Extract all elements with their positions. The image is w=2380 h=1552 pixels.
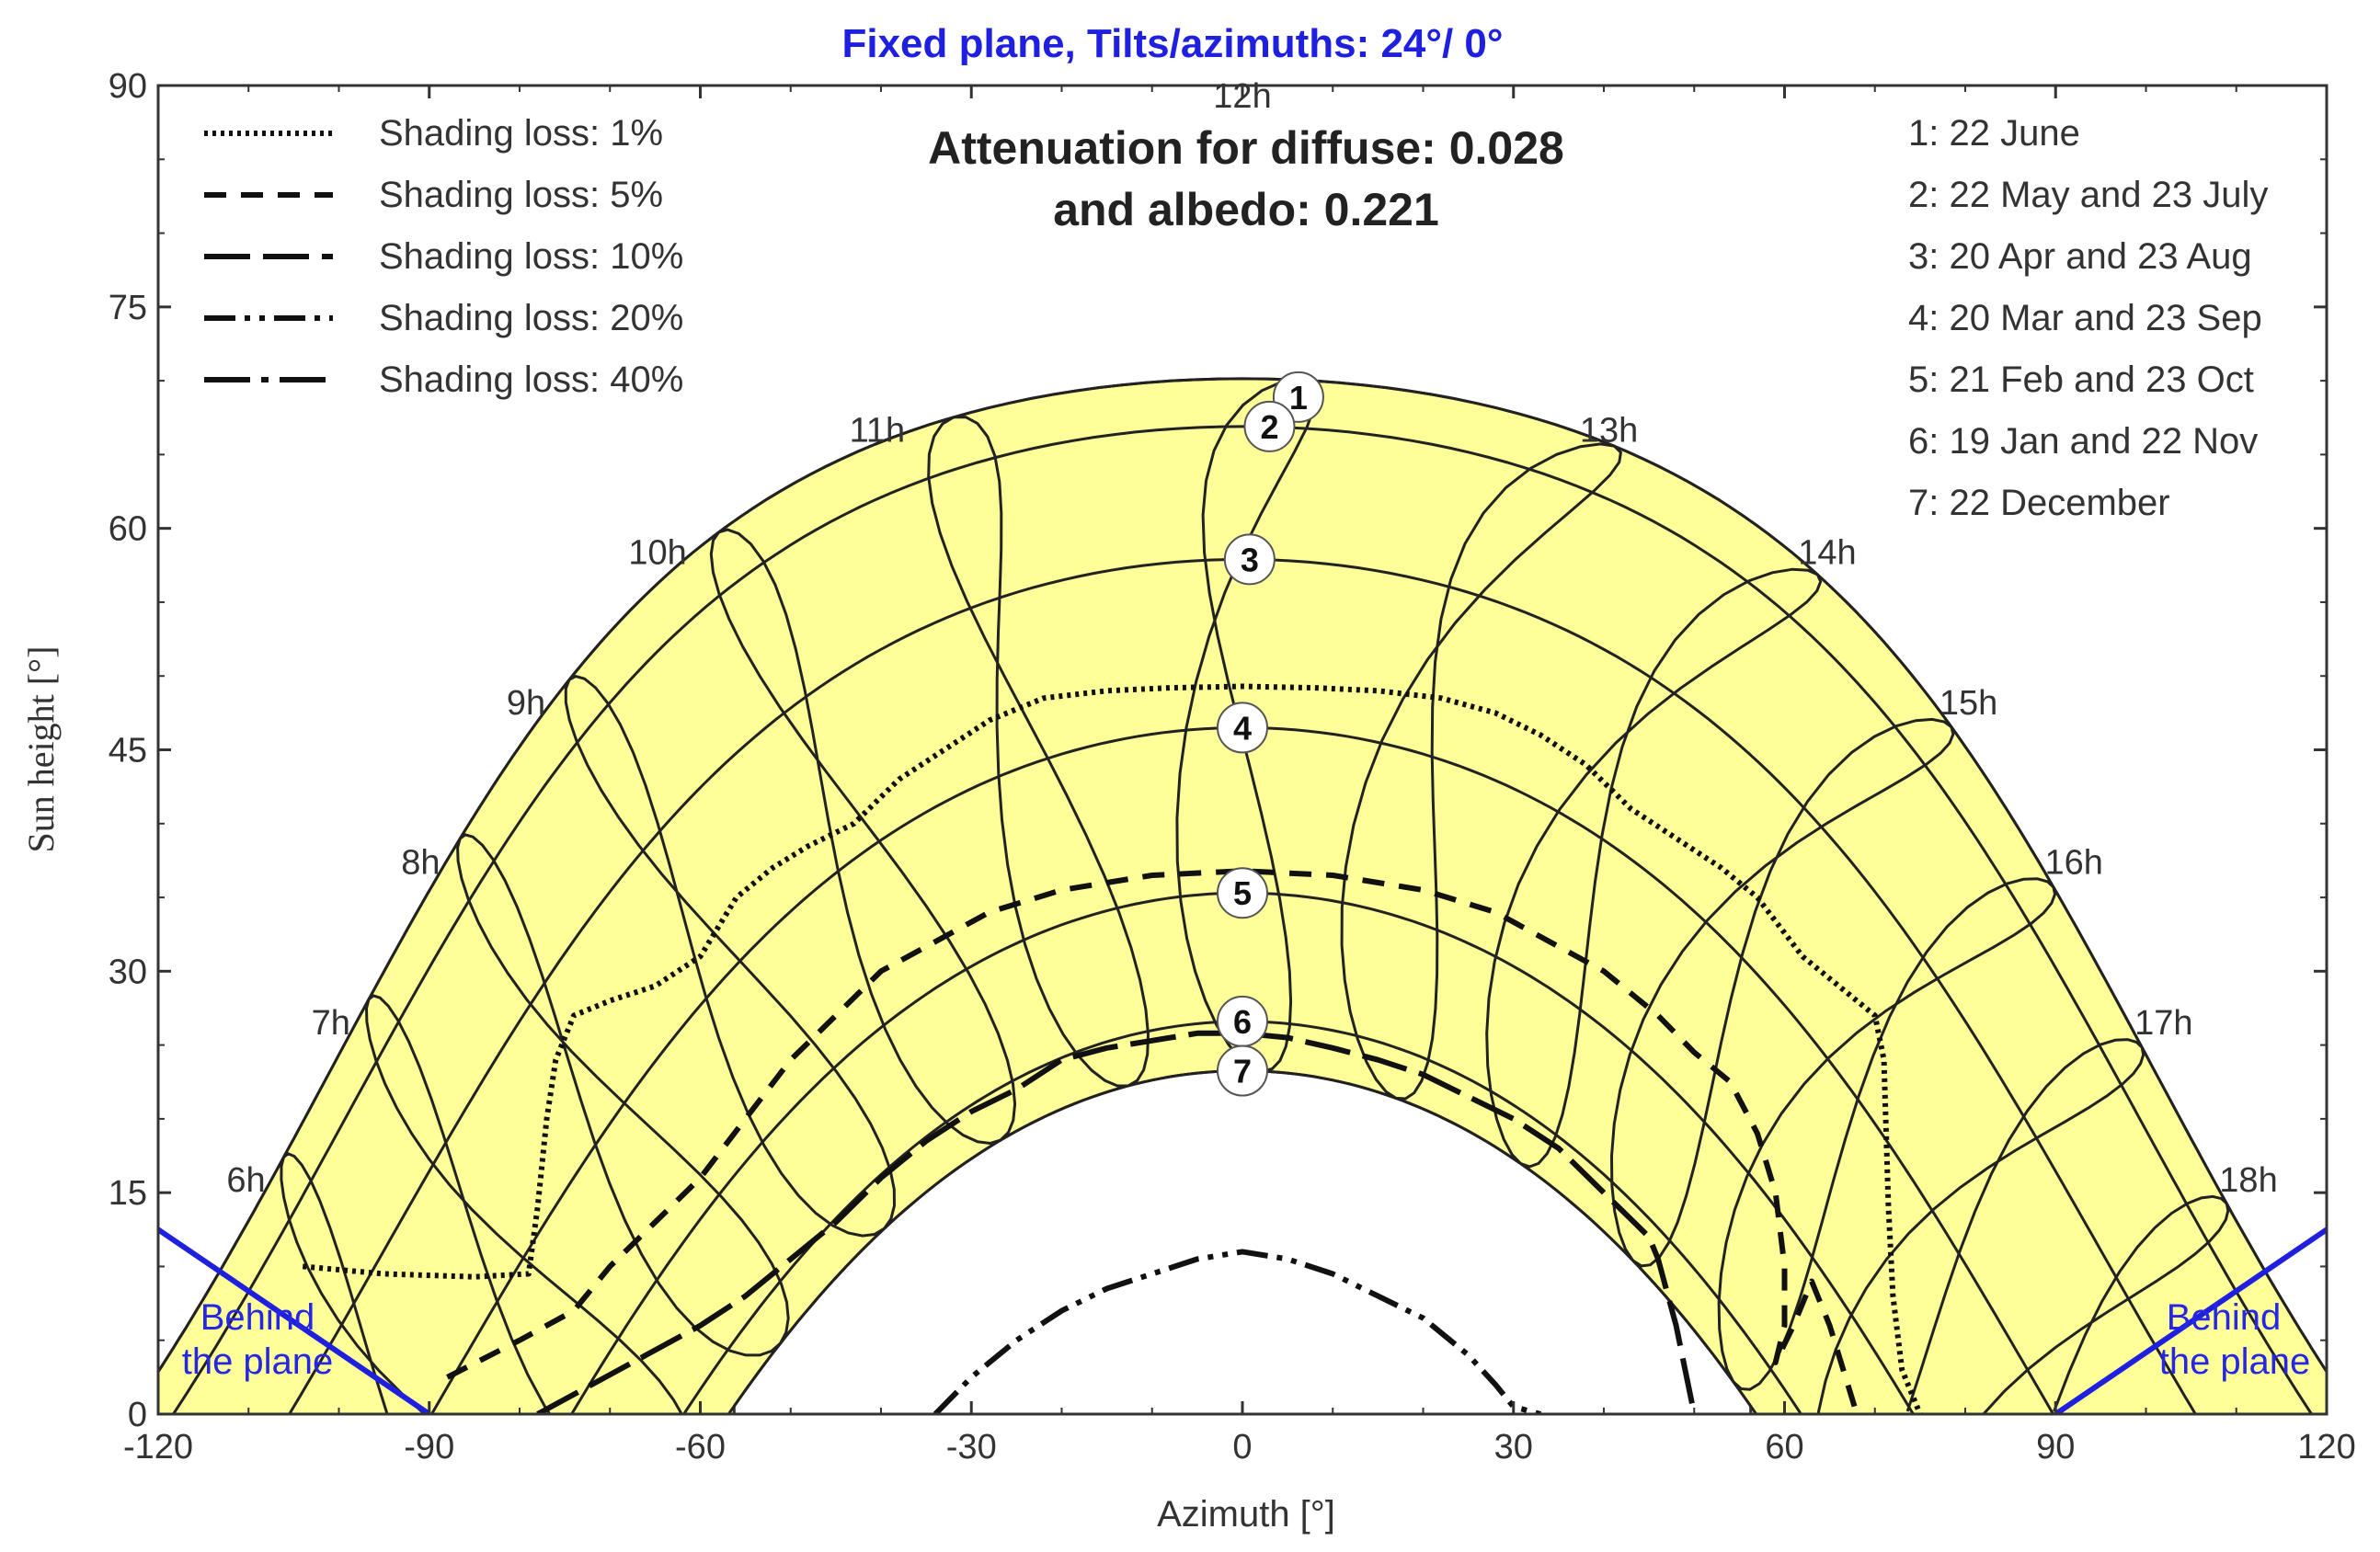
- x-axis-title: Azimuth [°]: [1157, 1494, 1335, 1535]
- behind-plane-left-1: Behind: [200, 1297, 315, 1338]
- attenuation-line-2: and albedo: 0.221: [1053, 184, 1439, 235]
- hour-label-18h: 18h: [2219, 1161, 2277, 1200]
- date-curve-2: [171, 425, 2314, 1414]
- shading-curve-4: [933, 1249, 1541, 1414]
- x-tick-label: 90: [2036, 1428, 2075, 1466]
- legend-item-3: Shading loss: 10%: [204, 236, 683, 277]
- hour-curve-7h: [364, 994, 684, 1414]
- hour-curve-9h: [564, 674, 897, 1238]
- y-tick-label: 90: [109, 67, 147, 106]
- date-marker-label-3: 3: [1241, 541, 1259, 578]
- x-tick-label: -30: [946, 1428, 997, 1466]
- behind-plane-right-2: the plane: [2159, 1341, 2311, 1382]
- legend-label-1: Shading loss: 1%: [379, 113, 663, 154]
- plane-boundary: [158, 1227, 2327, 1414]
- legend-label-4: Shading loss: 20%: [379, 298, 683, 338]
- x-ticks: -120 -90 -60 -30 0 30 60 90 120: [123, 86, 2356, 1466]
- shading-curve-3: [536, 1030, 1698, 1414]
- hour-label-7h: 7h: [312, 1004, 350, 1043]
- y-tick-label: 30: [109, 953, 147, 991]
- chart-title: Fixed plane, Tilts/azimuths: 24°/ 0°: [841, 21, 1503, 66]
- x-tick-label: -120: [123, 1428, 193, 1466]
- legend-item-5: Shading loss: 40%: [204, 359, 683, 400]
- x-tick-label: 120: [2297, 1428, 2355, 1466]
- hour-labels: 6h 7h 8h 9h 10h 11h 12h 13h 14h 15h 16h 17h 18h: [226, 77, 2277, 1200]
- hour-label-15h: 15h: [1939, 684, 1997, 723]
- date-legend-4: 4: 20 Mar and 23 Sep: [1908, 298, 2262, 338]
- y-tick-label: 15: [109, 1174, 147, 1213]
- hour-curve-6h: [280, 1152, 427, 1414]
- hour-curve-10h: [709, 528, 1017, 1146]
- date-legend-1: 1: 22 June: [1908, 113, 2080, 154]
- y-tick-label: 0: [128, 1396, 147, 1434]
- plane-boundary-right: [2054, 1227, 2327, 1414]
- date-markers: 12 3 4 5 6 7: [1217, 371, 1324, 1097]
- x-tick-label: -90: [404, 1428, 454, 1466]
- legend-item-2: Shading loss: 5%: [204, 175, 663, 215]
- hour-label-17h: 17h: [2134, 1004, 2192, 1043]
- date-marker-5: [1217, 867, 1268, 919]
- y-axis-title: Sun height [°]: [20, 646, 62, 853]
- date-legend-7: 7: 22 December: [1908, 483, 2170, 523]
- date-marker-label-2: 2: [1260, 408, 1278, 446]
- date-marker-label-5: 5: [1233, 874, 1252, 912]
- date-marker-7: [1217, 1044, 1268, 1097]
- y-tick-label: 60: [109, 510, 147, 549]
- hour-label-9h: 9h: [507, 684, 545, 723]
- date-marker-4: [1217, 702, 1268, 754]
- hour-label-10h: 10h: [628, 534, 686, 573]
- date-marker-label-1: 1: [1289, 379, 1308, 417]
- date-marker-label-6: 6: [1233, 1003, 1252, 1041]
- hour-label-12h: 12h: [1213, 77, 1271, 116]
- shading-curves: [302, 683, 1923, 1414]
- behind-plane-right-1: Behind: [2167, 1297, 2282, 1338]
- hour-label-14h: 14h: [1798, 534, 1856, 573]
- legend-item-4: Shading loss: 20%: [204, 298, 683, 338]
- legend: Shading loss: 1% Shading loss: 5% Shadin…: [204, 113, 683, 400]
- behind-plane-left-2: the plane: [182, 1341, 334, 1382]
- hour-curve-13h: [1340, 442, 1622, 1101]
- date-marker-label-4: 4: [1233, 709, 1252, 747]
- hour-curve-16h: [1717, 877, 2057, 1391]
- date-legend-2: 2: 22 May and 23 July: [1908, 175, 2268, 215]
- hour-curve-17h: [1816, 1038, 2145, 1414]
- date-legend-6: 6: 19 Jan and 22 Nov: [1908, 421, 2258, 462]
- date-legend: 1: 22 June 2: 22 May and 23 July 3: 20 A…: [1908, 113, 2268, 523]
- hour-curve-11h: [927, 416, 1150, 1088]
- hour-curve-8h: [456, 833, 790, 1357]
- hour-label-6h: 6h: [226, 1161, 265, 1200]
- hour-curve-14h: [1485, 567, 1823, 1169]
- hour-curve-15h: [1609, 717, 1955, 1268]
- attenuation-line-1: Attenuation for diffuse: 0.028: [928, 122, 1564, 174]
- plane-boundary-left: [158, 1227, 431, 1414]
- hour-label-13h: 13h: [1580, 412, 1638, 451]
- hour-label-8h: 8h: [401, 843, 440, 882]
- date-curve-1: [158, 377, 2327, 1375]
- shading-curve-1: [302, 683, 1923, 1414]
- x-tick-label: -60: [675, 1428, 726, 1466]
- hour-label-16h: 16h: [2044, 843, 2102, 882]
- legend-label-2: Shading loss: 5%: [379, 175, 663, 215]
- date-marker-label-7: 7: [1233, 1053, 1252, 1090]
- x-tick-label: 30: [1494, 1428, 1533, 1466]
- hour-label-11h: 11h: [850, 412, 906, 451]
- date-marker-3: [1223, 533, 1276, 586]
- hour-curve-18h: [1981, 1194, 2230, 1414]
- date-legend-5: 5: 21 Feb and 23 Oct: [1908, 359, 2254, 400]
- y-tick-label: 75: [109, 289, 147, 327]
- x-tick-label: 60: [1765, 1428, 1803, 1466]
- date-marker-2: [1243, 400, 1296, 452]
- date-legend-3: 3: 20 Apr and 23 Aug: [1908, 236, 2252, 277]
- hour-curves: [280, 378, 2230, 1414]
- legend-label-5: Shading loss: 40%: [379, 359, 683, 400]
- legend-item-1: Shading loss: 1%: [204, 113, 663, 154]
- y-tick-label: 45: [109, 732, 147, 770]
- x-tick-label: 0: [1232, 1428, 1252, 1466]
- legend-label-3: Shading loss: 10%: [379, 236, 683, 277]
- shading-curve-2: [446, 868, 1859, 1414]
